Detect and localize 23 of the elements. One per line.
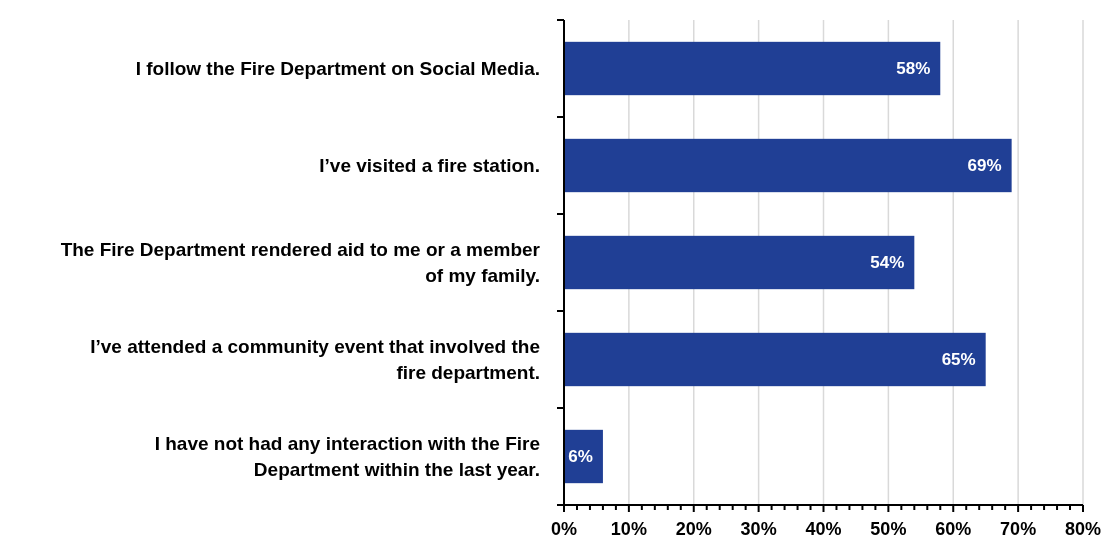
y-tick-label: I follow the Fire Department on Social Media. <box>135 58 540 80</box>
bar <box>564 41 941 96</box>
x-tick-label: 10% <box>610 519 647 539</box>
bar <box>564 235 915 290</box>
bar <box>564 332 986 387</box>
data-label: 69% <box>967 156 1002 176</box>
x-tick-label: 80% <box>1064 519 1102 539</box>
data-label: 6% <box>568 447 593 467</box>
x-tick-label: 50% <box>870 519 907 539</box>
x-tick-label: 70% <box>1000 519 1037 539</box>
y-tick-label: The Fire Department rendered aid to me or a member of my family. <box>60 238 541 287</box>
data-label: 65% <box>941 350 976 370</box>
x-tick-label: 40% <box>805 519 842 539</box>
bar <box>564 138 1012 193</box>
y-tick-label: I have not had any interaction with the Fire Department within the last year. <box>154 432 540 481</box>
y-tick-label: I’ve attended a community event that involved the fire department. <box>90 335 540 384</box>
x-tick-label: 0% <box>550 519 578 539</box>
y-tick-label: I’ve visited a fire station. <box>319 155 540 177</box>
data-label: 54% <box>870 253 905 273</box>
data-label: 58% <box>896 59 931 79</box>
x-tick-label: 30% <box>740 519 777 539</box>
x-tick-label: 20% <box>675 519 712 539</box>
x-tick-label: 60% <box>935 519 972 539</box>
